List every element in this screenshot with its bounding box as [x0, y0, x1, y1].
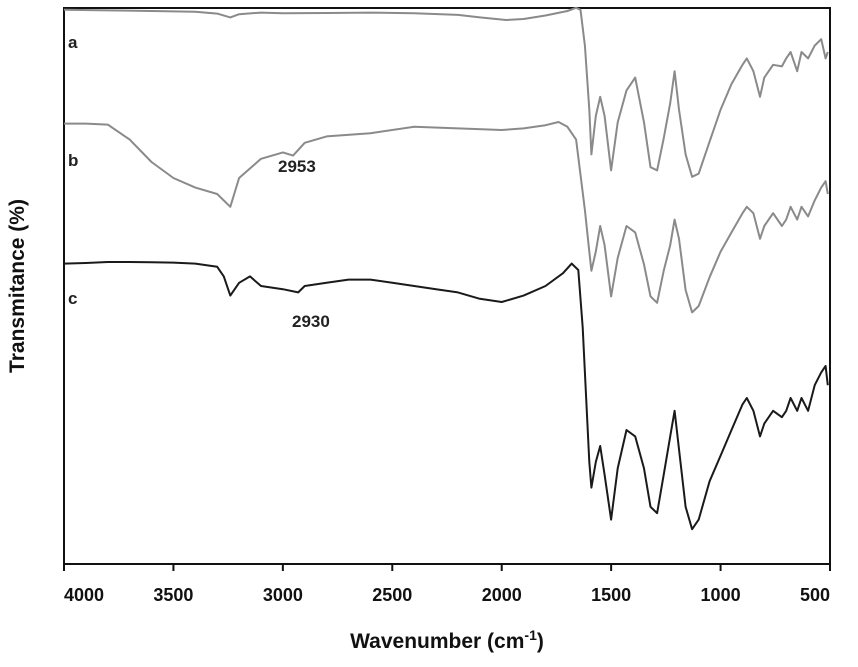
x-axis-title-sup: -1	[524, 627, 537, 643]
x-tick-label-4000: 4000	[64, 585, 104, 605]
x-axis-title-close: )	[537, 630, 544, 653]
x-ticks: 4000 3500 3000 2500 2000 1500 1000 500	[64, 564, 830, 605]
series-label-b: b	[68, 151, 78, 170]
x-tick-label-2000: 2000	[482, 585, 522, 605]
x-tick-label-1000: 1000	[701, 585, 741, 605]
annotation-2953: 2953	[278, 157, 316, 176]
series-line-c	[64, 262, 828, 529]
x-tick-label-1500: 1500	[591, 585, 631, 605]
plot-frame	[64, 8, 830, 564]
x-tick-label-3000: 3000	[263, 585, 303, 605]
x-axis-title-main: Wavenumber (cm	[350, 630, 524, 653]
x-tick-label-3500: 3500	[153, 585, 193, 605]
annotation-2930: 2930	[292, 312, 330, 331]
series-line-a	[64, 8, 828, 177]
series-layer	[64, 8, 828, 529]
series-line-b	[64, 122, 828, 312]
series-label-c: c	[68, 289, 77, 308]
x-tick-label-2500: 2500	[372, 585, 412, 605]
series-label-a: a	[68, 33, 78, 52]
y-axis-title: Transmitance (%)	[6, 199, 29, 373]
x-tick-label-500: 500	[800, 585, 830, 605]
x-axis-title: Wavenumber (cm-1)	[350, 627, 544, 653]
